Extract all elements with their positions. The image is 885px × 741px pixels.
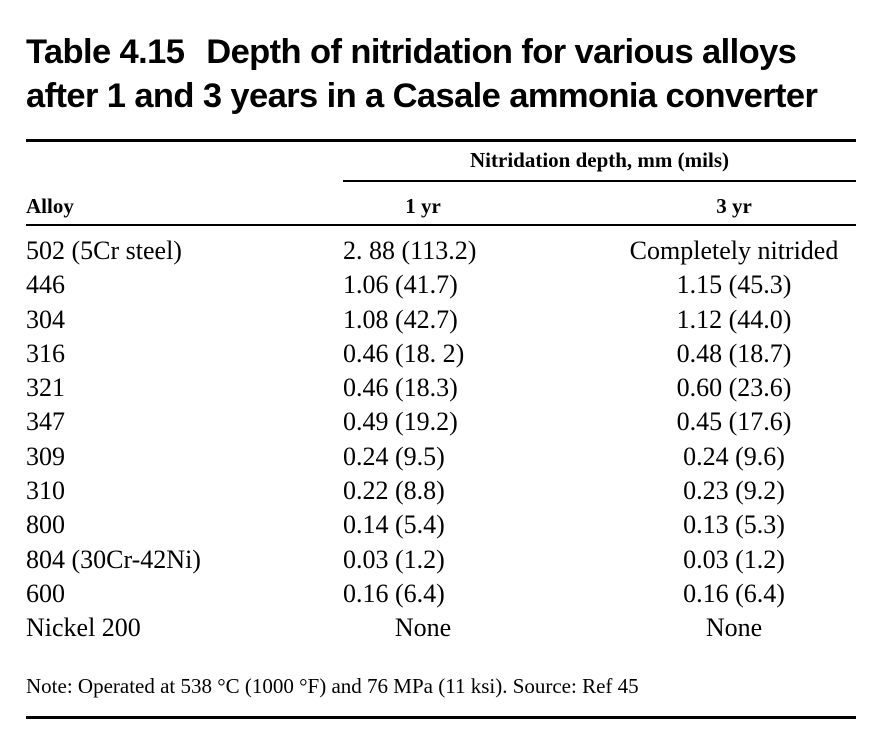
table-row: 804 (30Cr-42Ni) 0.03 (1.2) 0.03 (1.2) — [26, 543, 856, 577]
table-row: 600 0.16 (6.4) 0.16 (6.4) — [26, 577, 856, 611]
table-body: 502 (5Cr steel) 2. 88 (113.2) Completely n… — [26, 234, 856, 646]
cell-alloy: 502 (5Cr steel) — [26, 236, 182, 265]
cell-1yr: 0.14 (5.4) — [343, 510, 445, 540]
cell-3yr: 0.16 (6.4) — [683, 578, 785, 608]
table-row: 446 1.06 (41.7) 1.15 (45.3) — [26, 268, 856, 302]
cell-alloy: 316 — [26, 338, 65, 368]
cell-alloy: 321 — [26, 373, 65, 403]
cell-1yr: 0.49 (19.2) — [343, 407, 458, 437]
cell-1yr: 0.16 (6.4) — [343, 578, 445, 608]
column-header-alloy: Alloy — [26, 194, 74, 218]
cell-1yr: 0.46 (18.3) — [343, 373, 458, 403]
header-rule — [26, 224, 856, 226]
cell-3yr: 0.03 (1.2) — [683, 544, 785, 574]
cell-3yr: 0.13 (5.3) — [683, 510, 785, 540]
span-header-nitridation-depth: Nitridation depth, mm (mils) — [470, 148, 729, 172]
cell-1yr: 0.24 (9.5) — [343, 441, 445, 471]
table-title: Table 4.15 Depth of nitridation for vario… — [26, 30, 866, 118]
table-title-text-1: Depth of nitridation for various alloys — [206, 33, 797, 71]
table-row: 502 (5Cr steel) 2. 88 (113.2) Completely n… — [26, 234, 856, 268]
cell-3yr: 0.60 (23.6) — [676, 373, 792, 403]
table-row: 800 0.14 (5.4) 0.13 (5.3) — [26, 508, 856, 542]
cell-1yr: 0.46 (18. 2) — [343, 338, 465, 368]
cell-3yr: 0.24 (9.6) — [683, 441, 785, 471]
table-row: 309 0.24 (9.5) 0.24 (9.6) — [26, 440, 856, 474]
table-note: Note: Operated at 538 °C (1000 °F) and 7… — [26, 674, 639, 698]
cell-3yr: Completely nitrided — [629, 236, 839, 265]
table-title-line-1: Table 4.15 Depth of nitridation for vario… — [26, 30, 866, 74]
cell-alloy: 310 — [26, 476, 65, 506]
table-row: 316 0.46 (18. 2) 0.48 (18.7) — [26, 337, 856, 371]
cell-alloy: 446 — [26, 270, 65, 300]
column-header-1yr: 1 yr — [405, 194, 441, 218]
table-row: 347 0.49 (19.2) 0.45 (17.6) — [26, 405, 856, 439]
column-header-3yr: 3 yr — [716, 194, 752, 218]
top-rule — [26, 139, 856, 142]
span-header-rule — [343, 180, 856, 182]
cell-alloy: Nickel 200 — [26, 613, 141, 643]
cell-3yr: None — [705, 613, 763, 643]
cell-alloy: 347 — [26, 407, 65, 437]
table-row: 321 0.46 (18.3) 0.60 (23.6) — [26, 371, 856, 405]
cell-3yr: 1.15 (45.3) — [676, 270, 792, 300]
cell-1yr: 1.06 (41.7) — [343, 270, 458, 300]
bottom-rule — [26, 716, 856, 719]
table-row: 310 0.22 (8.8) 0.23 (9.2) — [26, 474, 856, 508]
cell-alloy: 309 — [26, 441, 65, 471]
cell-3yr: 1.12 (44.0) — [676, 304, 792, 334]
cell-1yr: 0.03 (1.2) — [343, 544, 445, 574]
cell-3yr: 0.45 (17.6) — [676, 407, 792, 437]
table-row: Nickel 200 None None — [26, 611, 856, 645]
cell-alloy: 304 — [26, 304, 65, 334]
cell-alloy: 804 (30Cr-42Ni) — [26, 544, 201, 574]
table-title-line-2: after 1 and 3 years in a Casale ammonia … — [26, 77, 818, 115]
cell-alloy: 800 — [26, 510, 65, 540]
cell-1yr: 0.22 (8.8) — [343, 476, 445, 506]
cell-1yr: None — [394, 613, 452, 643]
cell-3yr: 0.23 (9.2) — [683, 476, 785, 506]
cell-1yr: 1.08 (42.7) — [343, 304, 458, 334]
table-row: 304 1.08 (42.7) 1.12 (44.0) — [26, 303, 856, 337]
cell-1yr: 2. 88 (113.2) — [343, 236, 477, 265]
cell-3yr: 0.48 (18.7) — [676, 338, 792, 368]
cell-alloy: 600 — [26, 578, 65, 608]
table-number: Table 4.15 — [26, 33, 185, 71]
